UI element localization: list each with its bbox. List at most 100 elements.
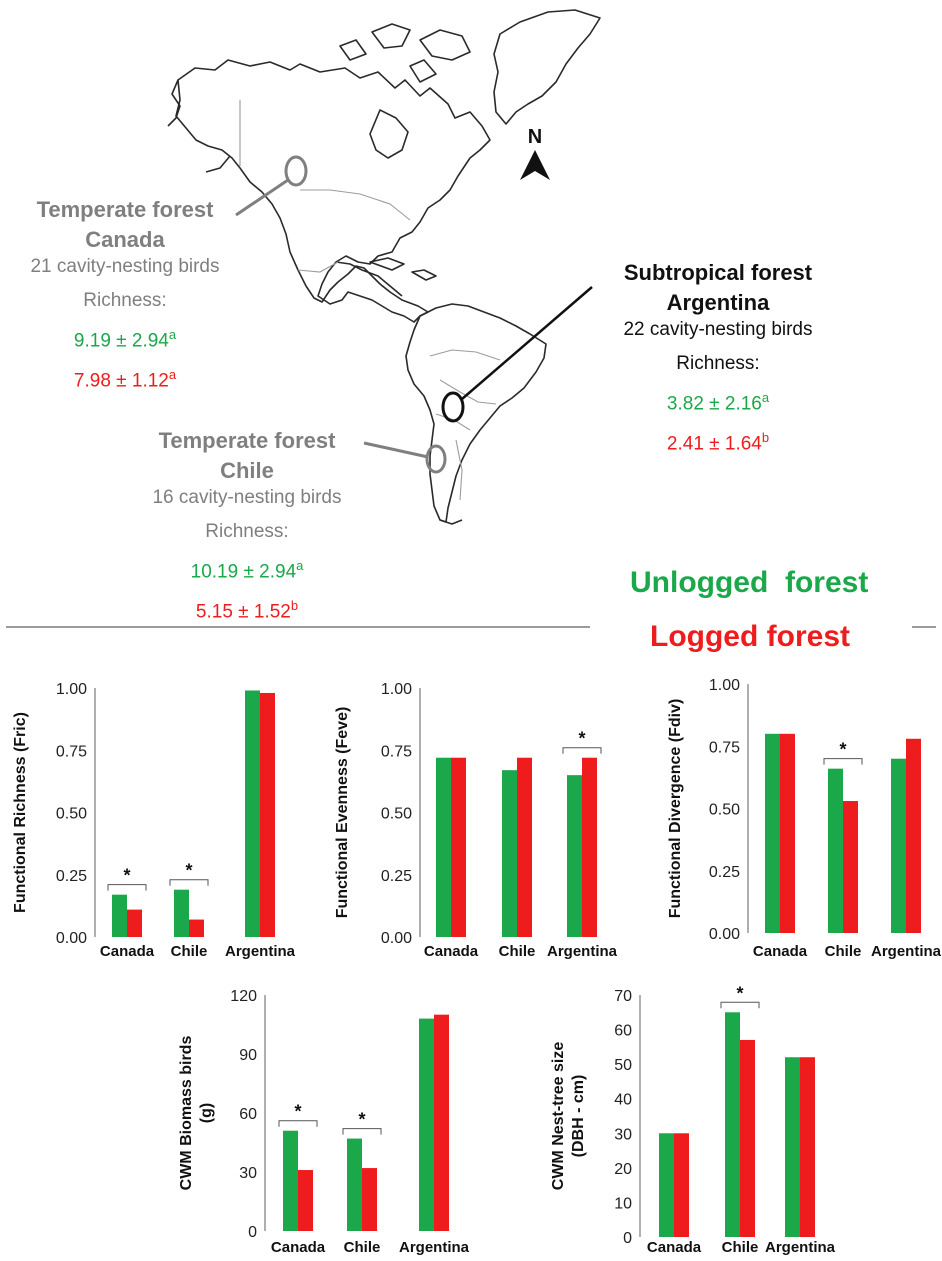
significance-bracket [720, 1001, 760, 1009]
canada-connector-line [235, 178, 289, 217]
y-tick-label: 120 [230, 988, 257, 1005]
site-argentina-title-1: Subtropical forest [623, 260, 813, 285]
site-argentina-species: 22 cavity-nesting birds [623, 319, 813, 340]
significance-bracket [823, 758, 863, 765]
y-tick-label: 60 [614, 1023, 632, 1040]
y-axis-label: CWM Biomass birds (g) [178, 1036, 215, 1191]
bar-chile-unlogged [725, 1012, 740, 1237]
north-arrow-icon [520, 150, 550, 180]
americas-map: N [167, 9, 601, 525]
y-tick-label: 0.75 [56, 743, 87, 760]
significance-mark: * [839, 740, 846, 760]
site-canada-unlogged-value: 9.19 ± 2.94a [73, 327, 177, 352]
site-chile-logged-value: 5.15 ± 1.52b [195, 598, 299, 623]
chile-connector-line [363, 441, 429, 459]
chart-functional-divergence: 0.00 0.25 0.50 0.75 1.00 Functional Divergenc… [667, 677, 942, 960]
y-tick-label: 0.25 [56, 868, 87, 885]
bar-canada-unlogged [283, 1130, 298, 1231]
site-chile-unlogged-value: 10.19 ± 2.94a [190, 558, 304, 583]
y-tick-label: 50 [614, 1057, 632, 1074]
site-chile-richness-label: Richness: [205, 521, 289, 542]
legend-logged: Logged forest [650, 620, 850, 653]
divider-gap [590, 622, 912, 632]
site-canada: Temperate forest Canada 21 cavity-nestin… [10, 195, 240, 394]
site-argentina-logged-value: 2.41 ± 1.64b [666, 430, 770, 455]
y-tick-label: 0.50 [709, 802, 740, 819]
greenland-outline [493, 9, 601, 125]
canada-site-marker [284, 155, 308, 187]
site-argentina-richness-label: Richness: [676, 353, 760, 374]
bar-argentina-logged [906, 738, 921, 933]
bar-chile-unlogged [174, 889, 189, 937]
category-label: Chile [825, 943, 862, 960]
y-tick-label: 0.00 [56, 930, 87, 947]
y-tick-label: 0.50 [381, 806, 412, 823]
bar-canada-unlogged [436, 757, 451, 937]
y-tick-label: 0.00 [709, 926, 740, 943]
site-canada-species: 21 cavity-nesting birds [30, 256, 220, 277]
bar-chile-logged [362, 1168, 377, 1231]
argentina-site-marker [441, 391, 465, 423]
chart-functional-evenness: 0.00 0.25 0.50 0.75 1.00 Functional Evenness … [334, 681, 618, 960]
bar-canada-logged [780, 733, 795, 933]
category-label: Canada [753, 943, 808, 960]
chart-functional-richness: 0.00 0.25 0.50 0.75 1.00 Functional Richness … [12, 681, 296, 960]
y-tick-label: 0.25 [709, 864, 740, 881]
chile-site-marker [425, 444, 447, 474]
y-tick-label: 0.75 [381, 743, 412, 760]
bar-canada-unlogged [659, 1133, 674, 1237]
south-america-outline [405, 303, 547, 523]
chart-cwm-nest-tree: 0 10 20 30 40 50 60 70 CWM Nest-tree size (DBH - … [550, 983, 836, 1256]
category-label: Chile [499, 943, 536, 960]
site-chile: Temperate forest Chile 16 cavity-nesting… [132, 426, 362, 625]
bar-canada-logged [298, 1170, 313, 1231]
y-tick-label: 60 [239, 1106, 257, 1123]
bar-canada-logged [127, 909, 142, 937]
y-tick-label: 30 [239, 1165, 257, 1182]
significance-bracket [342, 1128, 382, 1135]
significance-bracket [278, 1120, 318, 1127]
bar-canada-logged [674, 1133, 689, 1237]
site-argentina-unlogged-value: 3.82 ± 2.16a [666, 390, 770, 415]
significance-mark: * [185, 861, 192, 881]
bar-canada-logged [451, 757, 466, 937]
legend-unlogged: Unlogged forest [630, 566, 869, 599]
bar-chile-unlogged [502, 770, 517, 937]
north-america-outline [175, 59, 491, 323]
site-canada-richness-label: Richness: [83, 290, 167, 311]
y-tick-label: 1.00 [56, 681, 87, 698]
section-divider [6, 626, 936, 628]
y-tick-label: 10 [614, 1195, 632, 1212]
category-label: Chile [171, 943, 208, 960]
y-tick-label: 20 [614, 1161, 632, 1178]
bar-chile-logged [517, 757, 532, 937]
bar-argentina-logged [260, 692, 275, 937]
site-chile-title-1: Temperate forest [158, 428, 336, 453]
category-label: Canada [647, 1239, 702, 1256]
bar-argentina-logged [800, 1057, 815, 1237]
y-axis-label: Functional Richness (Fric) [12, 712, 29, 913]
significance-mark: * [578, 729, 585, 749]
y-tick-label: 0.00 [381, 930, 412, 947]
category-label: Argentina [871, 943, 942, 960]
bar-canada-unlogged [112, 894, 127, 937]
y-tick-label: 1.00 [709, 677, 740, 694]
significance-bracket [562, 747, 602, 754]
y-axis-label: Functional Divergence (Fdiv) [667, 699, 684, 919]
y-tick-label: 0.75 [709, 739, 740, 756]
significance-mark: * [358, 1110, 365, 1130]
site-chile-species: 16 cavity-nesting birds [152, 487, 342, 508]
category-label: Chile [722, 1239, 759, 1256]
bar-chile-logged [843, 801, 858, 933]
bar-chile-unlogged [828, 768, 843, 933]
y-tick-label: 0.25 [381, 868, 412, 885]
significance-mark: * [294, 1102, 301, 1122]
category-label: Chile [344, 1239, 381, 1256]
bar-argentina-logged [434, 1014, 449, 1231]
bar-argentina-unlogged [891, 758, 906, 933]
bar-chile-logged [740, 1039, 755, 1237]
category-label: Canada [100, 943, 155, 960]
category-label: Argentina [765, 1239, 836, 1256]
y-tick-label: 1.00 [381, 681, 412, 698]
site-argentina-title-2: Argentina [666, 290, 770, 315]
